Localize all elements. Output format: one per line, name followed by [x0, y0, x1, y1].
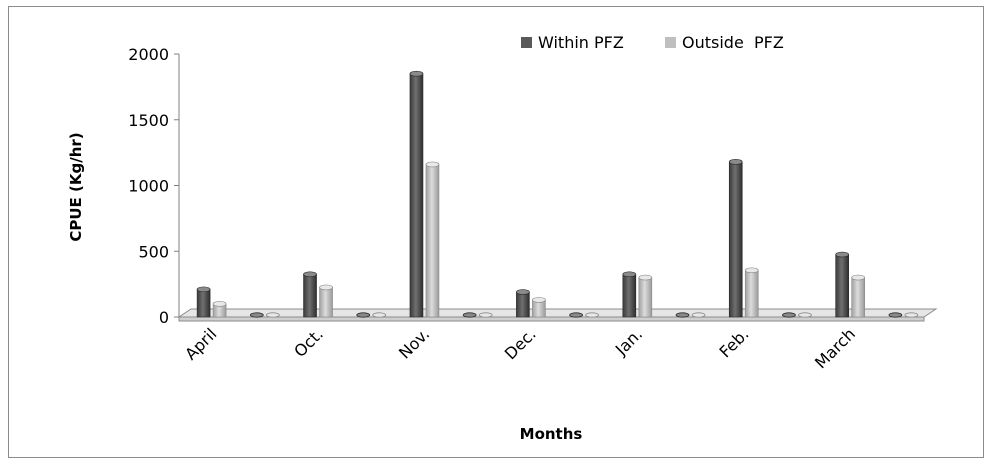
bar-body [622, 273, 637, 318]
bar-zero-disc [904, 312, 919, 318]
bar-top [744, 267, 759, 274]
bar-zero-disc [569, 312, 584, 318]
bar-zero-disc [478, 312, 493, 318]
bar-within-pfz [569, 312, 584, 318]
bar-body [728, 161, 743, 318]
bar-outside-pfz [372, 312, 387, 318]
bar-top [638, 274, 653, 281]
legend: Within PFZ Outside PFZ [521, 33, 784, 52]
y-tick-label: 1500 [128, 111, 169, 130]
bar-outside-pfz [691, 312, 706, 318]
bar-zero-disc [691, 312, 706, 318]
bar-outside-pfz [638, 274, 653, 318]
bar-within-pfz [409, 70, 424, 318]
bar-top [425, 161, 440, 168]
x-tick-label: Jan. [611, 324, 646, 359]
x-axis-labels: April Oct. Nov. Dec. Jan. Feb. March [181, 324, 859, 372]
bar-within-pfz [675, 312, 690, 318]
bar-within-pfz [303, 271, 317, 318]
bar-outside-pfz [319, 284, 333, 318]
bar-top [319, 284, 333, 291]
bar-body [744, 270, 759, 318]
bar-top [835, 251, 849, 258]
bar-zero-disc [888, 312, 903, 318]
x-axis-title: Months [520, 425, 583, 443]
bar-top [409, 70, 424, 77]
bar-body [638, 277, 653, 318]
bar-body [516, 291, 530, 318]
y-tick-label: 500 [138, 242, 169, 261]
floor-edge [178, 316, 925, 322]
x-tick-label: Nov. [395, 324, 433, 362]
bar-within-pfz [728, 159, 743, 318]
bar-outside-pfz [798, 312, 812, 318]
bar-within-pfz [356, 312, 371, 318]
y-axis: 0 500 1000 1500 2000 [128, 45, 180, 327]
bars [196, 70, 919, 318]
bar-within-pfz [196, 286, 211, 318]
legend-label: Outside PFZ [682, 33, 784, 52]
bar-body [196, 289, 211, 318]
bar-body [409, 73, 424, 318]
legend-label: Within PFZ [538, 33, 624, 52]
bar-outside-pfz [532, 297, 546, 318]
bar-zero-disc [265, 312, 280, 318]
bar-zero-disc [585, 312, 600, 318]
y-tick-label: 1000 [128, 177, 169, 196]
bar-outside-pfz [478, 312, 493, 318]
y-tick-label: 2000 [128, 45, 169, 64]
bar-outside-pfz [851, 274, 865, 318]
bar-body [851, 277, 865, 318]
x-tick-label: Feb. [716, 324, 753, 361]
bar-within-pfz [462, 312, 477, 318]
bar-top [532, 297, 546, 303]
x-tick-label: Dec. [501, 324, 540, 363]
bar-top [622, 271, 637, 278]
bar-top [303, 271, 317, 278]
bar-top [851, 274, 865, 281]
cpue-bar-chart: 0 500 1000 1500 2000 April Oct. Nov. Dec. Jan. Fe… [67, 33, 938, 443]
y-tick-label: 0 [159, 308, 169, 327]
legend-swatch [665, 37, 676, 48]
x-tick-label: April [181, 324, 220, 363]
bar-outside-pfz [585, 312, 600, 318]
bar-top [196, 286, 211, 293]
bar-outside-pfz [265, 312, 280, 318]
bar-body [319, 287, 333, 318]
bar-zero-disc [675, 312, 690, 318]
bar-within-pfz [516, 289, 530, 318]
bar-outside-pfz [425, 161, 440, 318]
legend-swatch [521, 37, 532, 48]
floor-plane [177, 308, 938, 318]
bar-within-pfz [782, 312, 796, 318]
bar-zero-disc [462, 312, 477, 318]
bar-within-pfz [622, 271, 637, 318]
bar-zero-disc [249, 312, 264, 318]
x-tick-label: March [811, 324, 859, 372]
y-axis-title: CPUE (Kg/hr) [67, 132, 85, 241]
bar-body [303, 273, 317, 318]
bar-body [835, 254, 849, 318]
bar-zero-disc [356, 312, 371, 318]
bar-zero-disc [798, 312, 812, 318]
bar-within-pfz [888, 312, 903, 318]
bar-top [212, 301, 227, 307]
bar-within-pfz [249, 312, 264, 318]
bar-top [516, 289, 530, 295]
bar-body [425, 164, 440, 318]
chart-frame: 0 500 1000 1500 2000 April Oct. Nov. Dec. Jan. Fe… [8, 6, 984, 458]
bar-outside-pfz [744, 267, 759, 318]
x-tick-label: Oct. [290, 324, 327, 361]
chart-floor [177, 308, 938, 322]
bar-top [728, 159, 743, 165]
bar-zero-disc [372, 312, 387, 318]
bar-outside-pfz [212, 301, 227, 318]
bar-outside-pfz [904, 312, 919, 318]
bar-within-pfz [835, 251, 849, 318]
bar-zero-disc [782, 312, 796, 318]
